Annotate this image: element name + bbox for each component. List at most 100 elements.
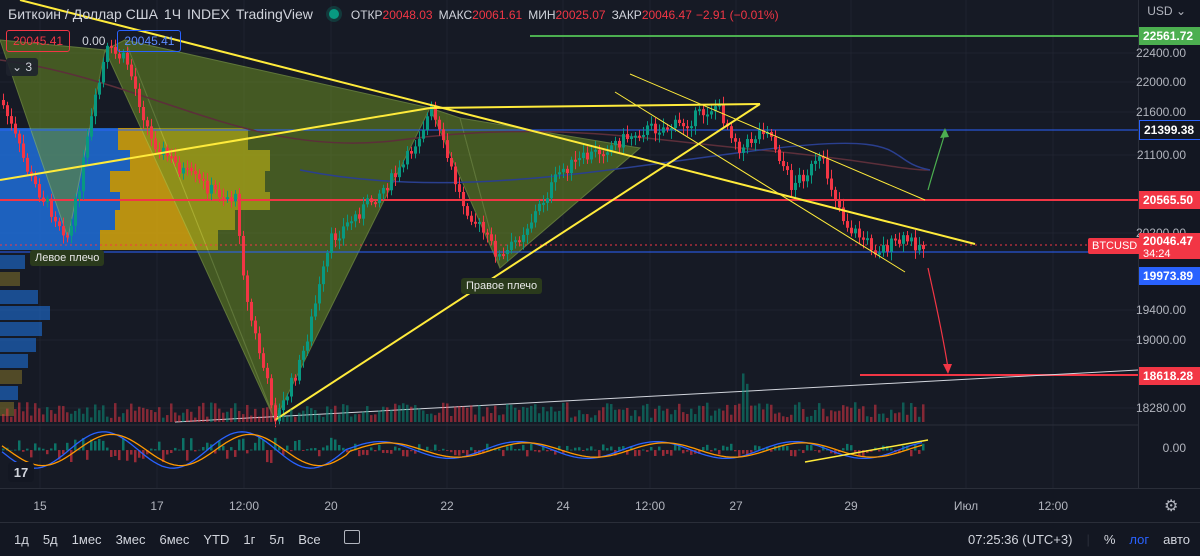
left-shoulder-label[interactable]: Левое плечо (30, 250, 105, 266)
candle-body (386, 187, 389, 191)
high-label: МАКС (438, 7, 473, 22)
volume-bar (838, 410, 841, 422)
oscillator-bar (678, 444, 681, 451)
chart-canvas[interactable] (0, 0, 1138, 488)
oscillator-bar (646, 450, 649, 452)
candle-body (2, 100, 5, 106)
oscillator-bar (714, 448, 717, 451)
current-price: 20046.47 (1143, 234, 1194, 248)
volume-bar (202, 402, 205, 422)
clock-timezone[interactable]: 07:25:36 (UTC+3) (968, 532, 1073, 547)
price-axis[interactable]: USD ⌄ 22400.00 22000.00 21600.00 21100.0… (1136, 0, 1200, 488)
candle-body (614, 140, 617, 146)
oscillator-bar (150, 448, 153, 451)
range-1y[interactable]: 1г (243, 532, 256, 547)
candle-body (194, 171, 197, 175)
oscillator-bar (38, 447, 41, 451)
indicators-toggle[interactable]: ⌄ 3 (6, 58, 39, 76)
candle-body (834, 189, 837, 201)
candle-body (158, 149, 161, 155)
currency-selector[interactable]: USD ⌄ (1147, 4, 1186, 18)
volume-bar (542, 406, 545, 422)
volume-bar (638, 416, 641, 422)
range-1m[interactable]: 1мес (71, 532, 102, 547)
range-3m[interactable]: 3мес (115, 532, 146, 547)
candle-body (442, 129, 445, 141)
candle-body (342, 226, 345, 239)
range-ytd[interactable]: YTD (203, 532, 230, 547)
candle-body (582, 152, 585, 159)
oscillator-bar (70, 450, 73, 463)
symbol-title[interactable]: Биткоин / Доллар США (8, 6, 158, 22)
candle-body (50, 198, 53, 217)
time-axis[interactable]: 15 17 12:00 20 22 24 12:00 27 29 Июл 12:… (0, 488, 1200, 522)
candle-body (550, 182, 553, 199)
volume-bar (742, 373, 745, 422)
oscillator-bar (770, 450, 773, 452)
range-5y[interactable]: 5л (269, 532, 285, 547)
candle-body (602, 154, 605, 157)
oscillator-bar (686, 450, 689, 452)
candle-body (634, 135, 637, 138)
settings-icon[interactable]: ⚙ (1164, 498, 1179, 515)
candle-body (818, 156, 821, 161)
range-1d[interactable]: 1д (14, 532, 29, 547)
volume-bar (150, 409, 153, 422)
oscillator-bar (82, 438, 85, 451)
interval-label[interactable]: 1Ч (163, 6, 182, 22)
candle-body (34, 176, 37, 185)
volume-bar (302, 410, 305, 422)
range-all[interactable]: Все (298, 532, 321, 547)
oscillator-bar (398, 447, 401, 451)
candle-body (18, 133, 21, 144)
volume-bar (258, 416, 261, 422)
oscillator-bar (286, 445, 289, 451)
volume-bar (18, 402, 21, 422)
candle-body (210, 184, 213, 194)
range-5d[interactable]: 5д (42, 532, 58, 547)
oscillator-bar (130, 450, 133, 455)
candle-body (410, 151, 413, 154)
volume-bar (786, 417, 789, 422)
oscillator-bar (378, 444, 381, 451)
oscillator-bar (22, 450, 25, 452)
volume-bar (10, 416, 13, 422)
candle-body (222, 197, 225, 200)
candle-body (562, 168, 565, 173)
percent-toggle[interactable]: % (1103, 532, 1116, 547)
volume-bar (86, 407, 89, 422)
volume-bar (126, 409, 129, 422)
volume-bar (510, 404, 513, 422)
market-status-icon[interactable] (328, 9, 339, 19)
oscillator-bar (754, 445, 757, 451)
oscillator-bar (450, 450, 453, 453)
volume-bar (114, 403, 117, 422)
oscillator-bar (50, 448, 53, 451)
auto-toggle[interactable]: авто (1163, 532, 1190, 547)
volume-bar (506, 404, 509, 422)
log-toggle[interactable]: лог (1129, 532, 1150, 547)
candle-body (446, 140, 449, 159)
channel-lines (614, 73, 926, 273)
sell-button[interactable]: 20045.41 (6, 30, 71, 52)
candle-body (822, 156, 825, 159)
calendar-icon[interactable] (344, 530, 360, 544)
volume-bar (862, 406, 865, 422)
right-shoulder-label[interactable]: Правое плечо (461, 278, 543, 294)
volume-bar (478, 405, 481, 422)
volume-bar (186, 409, 189, 422)
volume-bar (450, 416, 453, 422)
candle-body (338, 238, 341, 241)
oscillator-bar (630, 446, 633, 451)
candle-body (730, 126, 733, 139)
candle-body (98, 82, 101, 95)
chart-area[interactable]: Биткоин / Доллар США 1Ч INDEX TradingVie… (0, 0, 1138, 488)
tradingview-logo-icon[interactable]: 17 (8, 462, 34, 482)
volume-bar (82, 413, 85, 422)
range-6m[interactable]: 6мес (159, 532, 190, 547)
oscillator-bar (666, 450, 669, 454)
oscillator-bar (298, 439, 301, 451)
buy-button[interactable]: 20045.41 (117, 30, 182, 52)
oscillator-bar (806, 445, 809, 451)
volume-bar (910, 403, 913, 422)
